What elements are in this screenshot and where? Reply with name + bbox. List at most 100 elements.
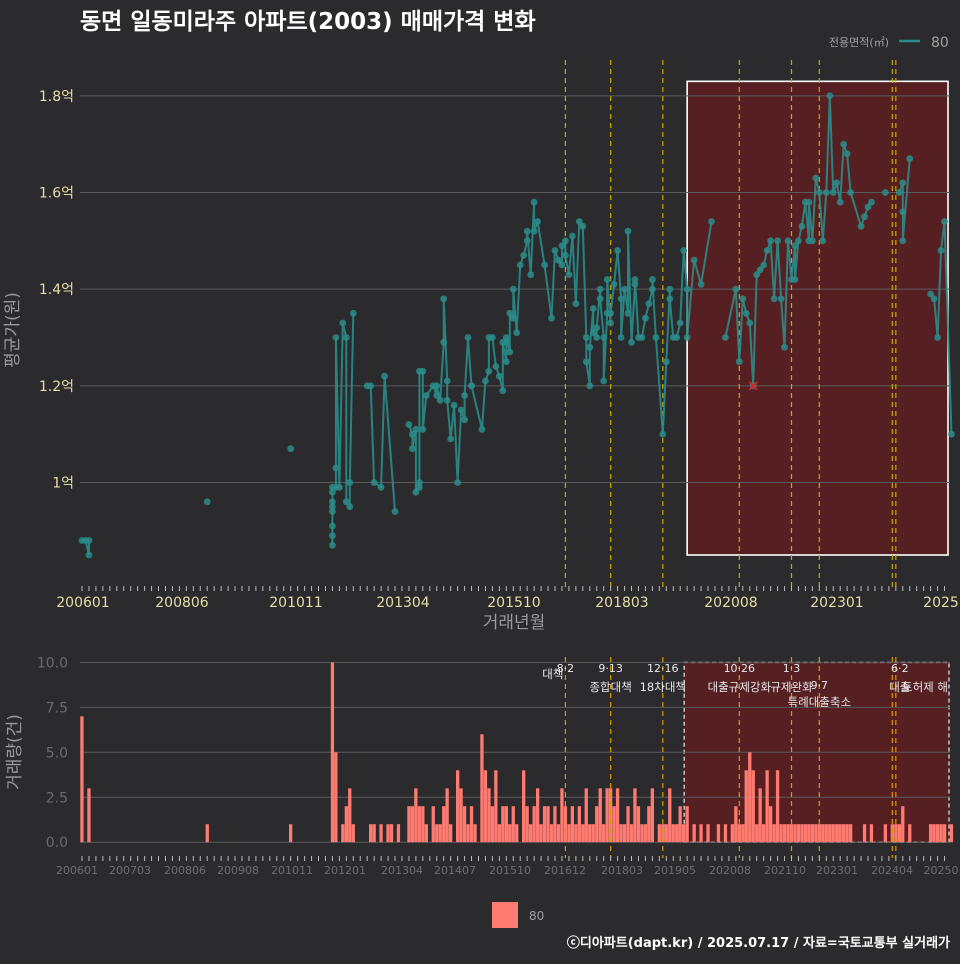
price-point (342, 334, 350, 341)
volume-bar (449, 824, 453, 843)
volume-bar (835, 824, 839, 843)
price-point (461, 416, 468, 424)
price-point (339, 319, 347, 327)
volume-bar (456, 770, 460, 843)
price-series (78, 92, 955, 559)
x-tick-label: 202110 (764, 864, 806, 877)
top-gridlines (80, 95, 950, 483)
price-point (829, 189, 837, 196)
price-point (548, 314, 555, 322)
price-point (795, 237, 802, 245)
price-point (582, 334, 590, 341)
legend-label: 80 (931, 35, 949, 51)
volume-bar (619, 824, 623, 843)
price-point (332, 334, 340, 341)
x-tick-label: 201803 (601, 864, 643, 877)
volume-bar (640, 824, 644, 843)
price-point (822, 189, 830, 196)
price-point (899, 179, 907, 187)
x-tick-label: 200601 (56, 595, 109, 611)
price-point (895, 189, 903, 196)
volume-bar (758, 788, 762, 843)
volume-bar (577, 806, 581, 843)
volume-bar (504, 806, 508, 843)
volume-bar (807, 824, 811, 843)
volume-bar (615, 788, 620, 843)
volume-bar (734, 806, 738, 843)
volume-bar (814, 824, 818, 843)
price-point (523, 237, 531, 245)
y-tick-label: 0.0 (46, 835, 68, 851)
price-point (409, 430, 416, 438)
volume-bar (546, 806, 550, 843)
volume-bar (372, 824, 376, 843)
price-point (603, 276, 611, 283)
price-point (551, 247, 559, 254)
price-point (409, 445, 416, 453)
volume-bar (462, 806, 467, 843)
policy-date-label: 8·2 (557, 662, 575, 675)
x-tick-label: 201905 (654, 864, 696, 877)
x-tick-label: 202008 (709, 864, 751, 877)
volume-bar (570, 806, 574, 843)
x-tick-label: 200806 (164, 864, 206, 877)
volume-bar (386, 824, 390, 843)
volume-bar (522, 770, 526, 843)
volume-bar (348, 788, 352, 843)
volume-bar (588, 824, 592, 843)
price-point (596, 285, 604, 293)
volume-bar (341, 824, 345, 843)
volume-bar (80, 716, 84, 843)
price-point (906, 155, 914, 163)
price-point (555, 256, 562, 264)
price-point (461, 392, 468, 399)
price-point (495, 372, 503, 380)
y-tick-label: 1.4억 (39, 282, 74, 298)
volume-bar (908, 824, 912, 843)
volume-bar (445, 788, 449, 843)
x-tick-label: 202404 (871, 864, 913, 877)
volume-bar (890, 824, 894, 843)
price-point (600, 377, 608, 385)
price-point (742, 309, 750, 317)
volume-bar (685, 806, 689, 843)
volume-bar (369, 824, 373, 843)
price-point (440, 338, 448, 346)
volume-bar (379, 824, 383, 843)
policy-date-label: 9·7 (811, 679, 829, 692)
volume-bar (901, 806, 905, 843)
price-point (419, 367, 427, 375)
volume-bar (574, 824, 578, 843)
price-point (722, 334, 729, 341)
volume-bar (942, 824, 947, 843)
volume-bar (949, 824, 954, 843)
policy-date-label: 6·2 (891, 662, 909, 675)
volume-bar (442, 806, 446, 843)
price-point (499, 387, 507, 395)
price-point (329, 508, 336, 515)
volume-bar (612, 806, 616, 843)
volume-bar (716, 824, 721, 843)
price-point (520, 251, 528, 259)
price-point (593, 324, 601, 332)
volume-bar (549, 824, 554, 843)
price-point (941, 218, 948, 225)
price-point (440, 295, 448, 303)
volume-bar (869, 824, 874, 843)
price-point (506, 348, 514, 356)
volume-bar (556, 824, 561, 843)
volume-bar (755, 824, 759, 843)
price-point (774, 237, 781, 245)
price-point (523, 227, 531, 235)
price-point (607, 319, 614, 327)
top-axes: 1억 1.2억 1.4억 1.6억 1.8억 200601 200806 201011 2013… (39, 89, 959, 611)
price-point (85, 551, 93, 559)
volume-bar (817, 824, 821, 843)
volume-bar (334, 752, 338, 843)
volume-bar (765, 770, 769, 843)
price-point (843, 150, 851, 158)
price-point (760, 261, 768, 269)
price-point (617, 334, 625, 341)
volume-bar (741, 824, 745, 843)
